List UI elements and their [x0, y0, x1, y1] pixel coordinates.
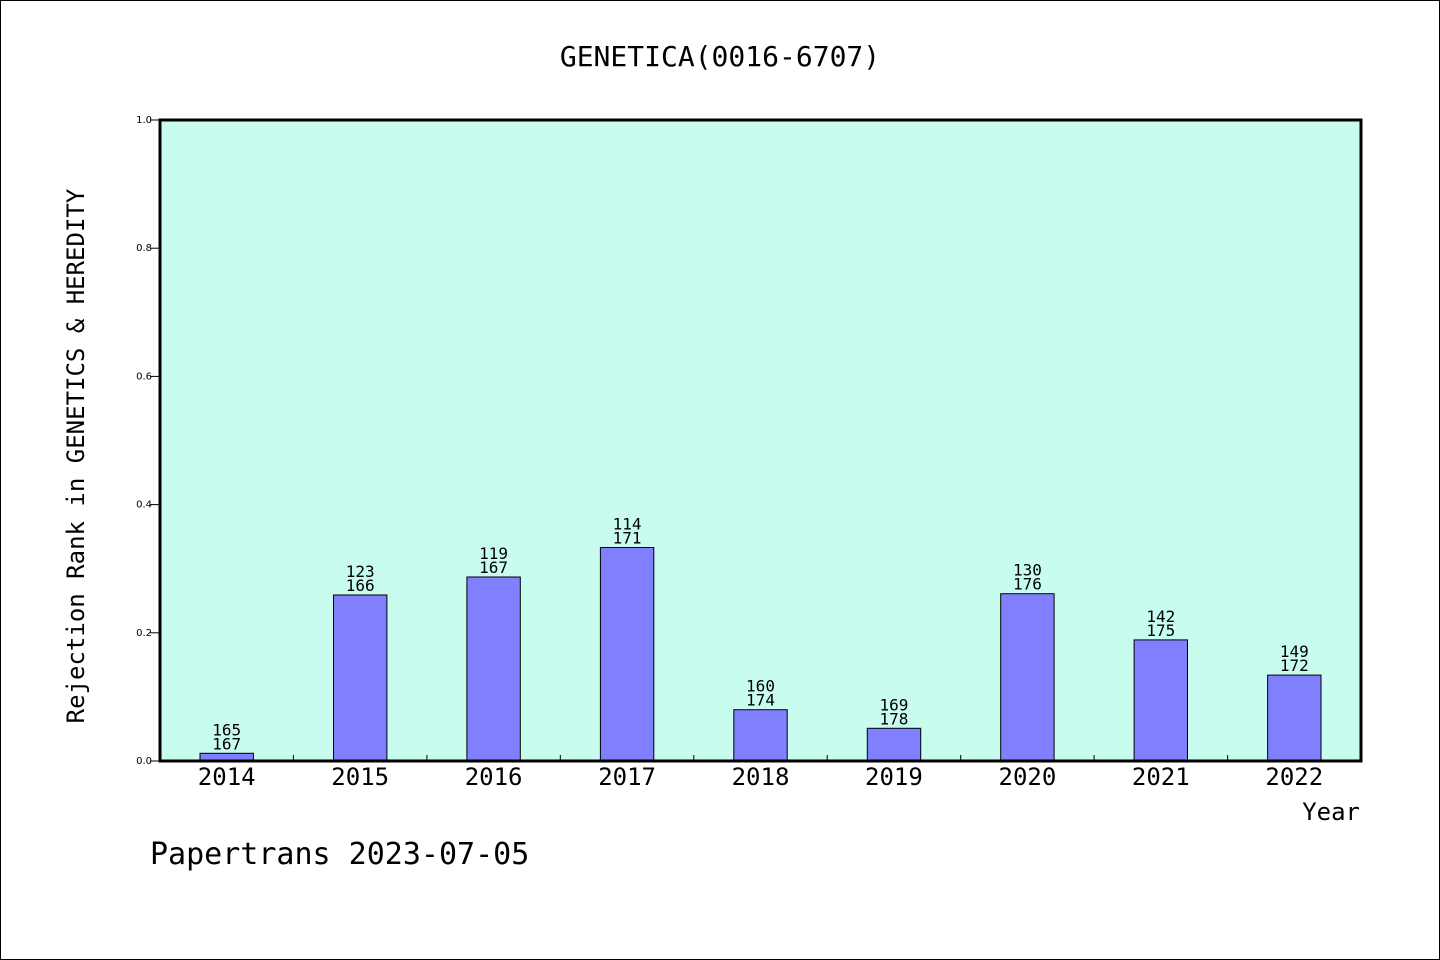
y-axis-ticks: 0.0 0.2 0.4 0.6 0.8 1.0 — [136, 115, 160, 767]
bar-2019 — [866, 727, 922, 762]
bar-2021 — [1133, 639, 1188, 762]
bar-rank-label-2018: 160 — [746, 677, 775, 696]
y-tick-label: 0.0 — [136, 756, 152, 767]
bar-2016 — [466, 576, 521, 762]
x-tick-label-2017: 2017 — [598, 763, 656, 791]
y-tick-label: 0.2 — [136, 628, 152, 639]
bar-total-label-2014: 167 — [212, 734, 241, 753]
bar-2017 — [599, 547, 655, 762]
bar-total-label-2016: 167 — [479, 558, 508, 577]
y-tick-label: 1.0 — [136, 115, 152, 126]
bar-total-label-2015: 166 — [346, 576, 375, 595]
x-tick-label-2019: 2019 — [865, 763, 923, 791]
x-tick-label-2021: 2021 — [1132, 763, 1190, 791]
x-tick-label-2014: 2014 — [198, 763, 256, 791]
x-axis-label: Year — [1302, 798, 1360, 826]
bar-rank-label-2016: 119 — [479, 544, 508, 563]
bar-2015 — [333, 594, 388, 762]
chart-title: GENETICA(0016-6707) — [560, 40, 880, 73]
x-tick-label-2022: 2022 — [1265, 763, 1323, 791]
x-tick-label-2015: 2015 — [331, 763, 389, 791]
bar-rank-label-2022: 149 — [1280, 642, 1309, 661]
y-tick-label: 0.6 — [136, 371, 152, 382]
y-axis-label: Rejection Rank in GENETICS & HEREDITY — [62, 188, 90, 723]
bar-rank-label-2020: 130 — [1013, 561, 1042, 580]
plot-border — [158, 118, 1363, 763]
x-tick-label-2018: 2018 — [732, 763, 790, 791]
y-tick-label: 0.8 — [136, 243, 152, 254]
bar-total-label-2020: 176 — [1013, 575, 1042, 594]
bar-total-label-2022: 172 — [1280, 656, 1309, 675]
bar-total-label-2021: 175 — [1146, 621, 1175, 640]
bars-layer — [199, 547, 1322, 762]
bar-2018 — [733, 709, 788, 762]
x-tick-label-2016: 2016 — [465, 763, 523, 791]
footer-credit: Papertrans 2023-07-05 — [150, 837, 529, 872]
bar-rank-label-2021: 142 — [1146, 607, 1175, 626]
bar-total-label-2018: 174 — [746, 691, 775, 710]
bar-total-label-2017: 171 — [613, 529, 642, 548]
bar-rank-label-2015: 123 — [346, 562, 375, 581]
bar-2020 — [1000, 593, 1055, 762]
bar-total-label-2019: 178 — [879, 709, 908, 728]
bar-rank-label-2017: 114 — [613, 515, 642, 534]
x-axis-ticks: 2014 2015 2016 2017 2018 2019 2020 2021 2022 — [198, 755, 1323, 791]
y-tick-label: 0.4 — [136, 500, 152, 511]
x-tick-label-2020: 2020 — [999, 763, 1057, 791]
bar-2022 — [1267, 674, 1322, 762]
bar-rank-label-2019: 169 — [879, 695, 908, 714]
bar-rank-label-2014: 165 — [212, 720, 241, 739]
